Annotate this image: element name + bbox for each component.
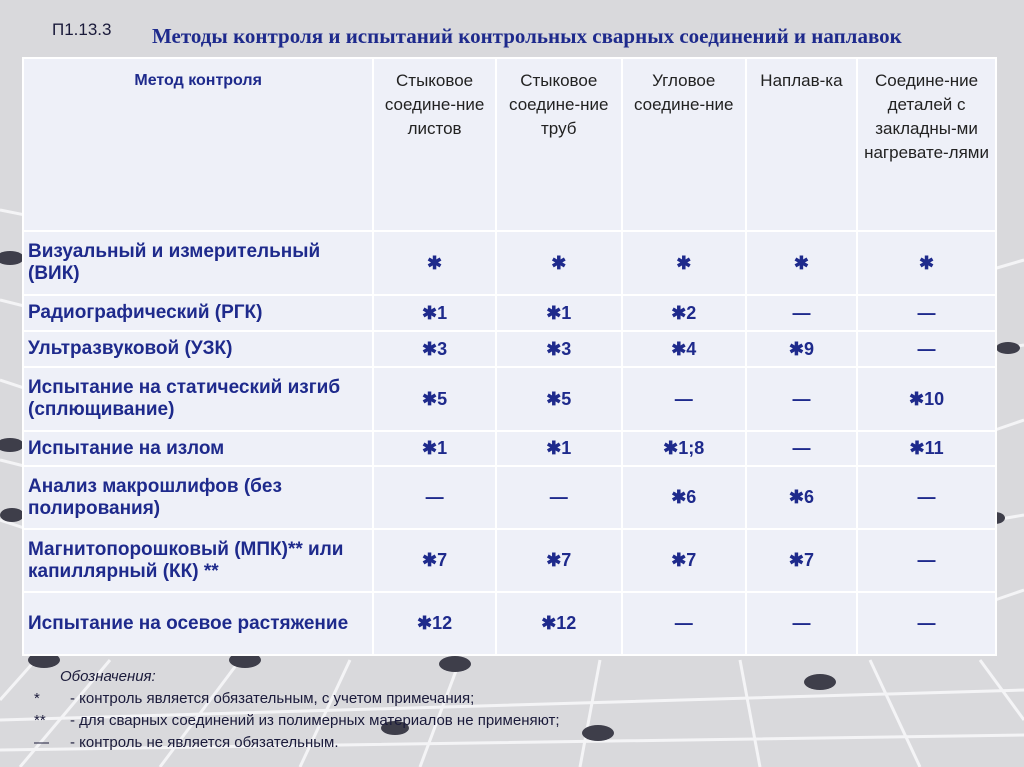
value-cell: ✱1 xyxy=(372,430,497,467)
value-cell: — xyxy=(620,591,747,656)
slide-code: П1.13.3 xyxy=(52,20,112,39)
table-row: Анализ макрошлифов (без полирования) — — ✱6… xyxy=(21,465,997,530)
column-header: Метод контроля xyxy=(21,57,375,232)
column-header: Стыковое соедине-ние труб xyxy=(494,57,623,232)
column-header: Наплав-ка xyxy=(744,57,859,232)
table-row: Испытание на статический изгиб (сплющива… xyxy=(21,366,997,432)
table-row: Визуальный и измерительный (ВИК) ✱ ✱ ✱ ✱ ✱ xyxy=(21,230,997,296)
value-cell: ✱3 xyxy=(372,330,497,368)
value-cell: ✱ xyxy=(856,230,997,296)
header-row: Метод контроля Стыковое соедине-ние листо… xyxy=(21,57,997,232)
value-cell: — xyxy=(744,430,859,467)
column-header: Стыковое соедине-ние листов xyxy=(372,57,497,232)
value-cell: ✱7 xyxy=(744,528,859,593)
value-cell: ✱1 xyxy=(494,294,623,332)
legend-text: - для сварных соединений из полимерных м… xyxy=(70,712,560,729)
value-cell: ✱6 xyxy=(744,465,859,530)
legend-symbol: — xyxy=(34,734,49,751)
value-cell: ✱4 xyxy=(620,330,747,368)
value-cell: ✱1 xyxy=(494,430,623,467)
value-cell: ✱11 xyxy=(856,430,997,467)
table-row: Испытание на осевое растяжение ✱12 ✱12— — — xyxy=(21,591,997,656)
value-cell: ✱ xyxy=(372,230,497,296)
table-body: Визуальный и измерительный (ВИК) ✱ ✱ ✱ ✱ ✱ Рад… xyxy=(21,230,997,656)
value-cell: ✱7 xyxy=(494,528,623,593)
value-cell: ✱12 xyxy=(372,591,497,656)
value-cell: ✱1;8 xyxy=(620,430,747,467)
legend-text: - контроль является обязательным, с учет… xyxy=(70,690,475,707)
method-cell: Анализ макрошлифов (без полирования) xyxy=(21,465,375,530)
value-cell: — xyxy=(856,465,997,530)
table-row: Магнитопорошковый (МПК)** или капиллярны… xyxy=(21,528,997,593)
value-cell: ✱1 xyxy=(372,294,497,332)
slide-title: Методы контроля и испытаний контрольных … xyxy=(152,24,902,48)
value-cell: ✱5 xyxy=(372,366,497,432)
table-row: Ультразвуковой (УЗК) ✱3 ✱3 ✱4 ✱9— xyxy=(21,330,997,368)
value-cell: ✱9 xyxy=(744,330,859,368)
value-cell: — xyxy=(744,591,859,656)
method-cell: Испытание на статический изгиб (сплющива… xyxy=(21,366,375,432)
method-cell: Испытание на осевое растяжение xyxy=(21,591,375,656)
legend-item: — - контроль не является обязательным. xyxy=(34,732,560,754)
method-cell: Визуальный и измерительный (ВИК) xyxy=(21,230,375,296)
method-cell: Радиографический (РГК) xyxy=(21,294,375,332)
value-cell: — xyxy=(856,330,997,368)
value-cell: ✱7 xyxy=(620,528,747,593)
value-cell: ✱ xyxy=(620,230,747,296)
value-cell: — xyxy=(744,294,859,332)
value-cell: — xyxy=(856,591,997,656)
value-cell: — xyxy=(856,528,997,593)
value-cell: ✱6 xyxy=(620,465,747,530)
value-cell: ✱12 xyxy=(494,591,623,656)
legend-symbol: ** xyxy=(34,712,46,729)
legend-title: Обозначения: xyxy=(60,668,156,685)
value-cell: ✱7 xyxy=(372,528,497,593)
value-cell: ✱ xyxy=(744,230,859,296)
value-cell: — xyxy=(620,366,747,432)
value-cell: — xyxy=(372,465,497,530)
value-cell: ✱5 xyxy=(494,366,623,432)
legend-item: ** - для сварных соединений из полимерных… xyxy=(34,710,560,732)
methods-table: Метод контроля Стыковое соедине-ние листо… xyxy=(21,57,997,656)
table-row: Испытание на излом ✱1 ✱1 ✱1;8— ✱11 xyxy=(21,430,997,467)
legend-symbol: * xyxy=(34,690,40,707)
column-header: Соедине-ние деталей с закладны-ми нагрев… xyxy=(856,57,997,232)
value-cell: ✱ xyxy=(494,230,623,296)
method-cell: Ультразвуковой (УЗК) xyxy=(21,330,375,368)
legend: Обозначения: * - контроль является обязате… xyxy=(34,666,560,754)
method-cell: Испытание на излом xyxy=(21,430,375,467)
value-cell: ✱3 xyxy=(494,330,623,368)
value-cell: ✱10 xyxy=(856,366,997,432)
value-cell: — xyxy=(856,294,997,332)
table-row: Радиографический (РГК) ✱1 ✱1 ✱2— — xyxy=(21,294,997,332)
legend-text: - контроль не является обязательным. xyxy=(70,734,339,751)
legend-item: * - контроль является обязательным, с уче… xyxy=(34,688,560,710)
method-cell: Магнитопорошковый (МПК)** или капиллярны… xyxy=(21,528,375,593)
value-cell: — xyxy=(744,366,859,432)
value-cell: — xyxy=(494,465,623,530)
column-header: Угловое соедине-ние xyxy=(620,57,747,232)
value-cell: ✱2 xyxy=(620,294,747,332)
